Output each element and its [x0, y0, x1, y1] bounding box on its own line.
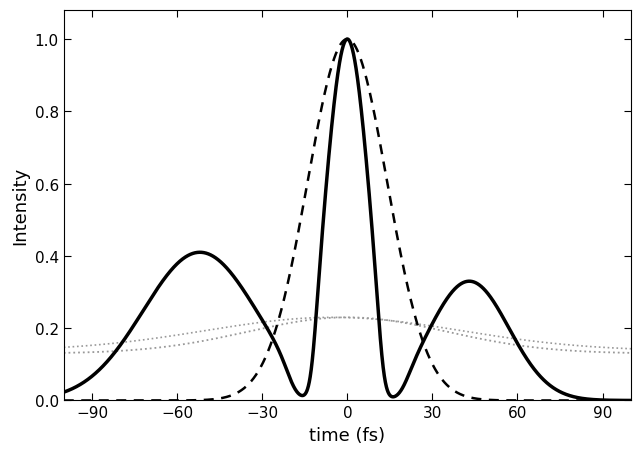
- Y-axis label: Intensity: Intensity: [11, 167, 29, 245]
- X-axis label: time (fs): time (fs): [309, 426, 385, 444]
